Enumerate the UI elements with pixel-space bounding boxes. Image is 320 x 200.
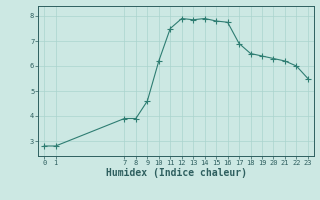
- X-axis label: Humidex (Indice chaleur): Humidex (Indice chaleur): [106, 168, 246, 178]
